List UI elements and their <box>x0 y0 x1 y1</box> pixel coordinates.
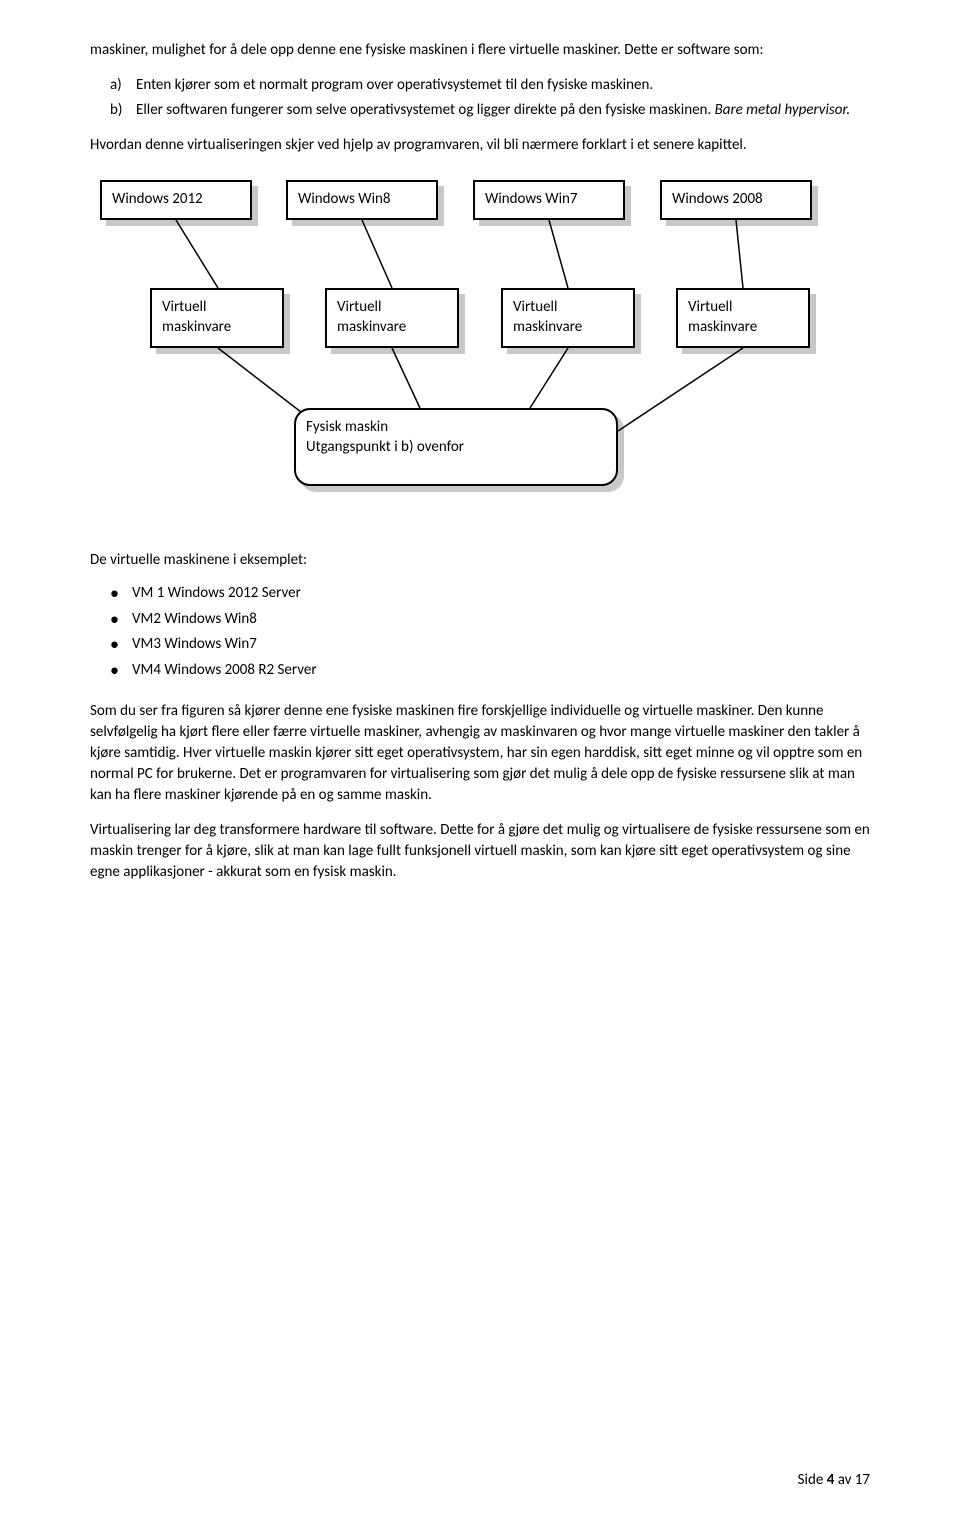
footer-total: av 17 <box>834 1471 870 1489</box>
list-text: VM 1 Windows 2012 Server <box>132 583 870 605</box>
page-footer: Side 4 av 17 <box>798 1470 870 1491</box>
list-text: Enten kjører som et normalt program over… <box>136 75 870 96</box>
list-item: •VM3 Windows Win7 <box>110 634 870 656</box>
diagram: Windows 2012 Windows Win8 Windows Win7 Wind… <box>98 180 862 520</box>
list-item-a: a) Enten kjører som et normalt program o… <box>110 75 870 96</box>
list-text: Eller softwaren fungerer som selve opera… <box>136 100 870 121</box>
diagram-node: Windows 2012 <box>100 180 252 220</box>
diagram-node: Windows Win8 <box>286 180 438 220</box>
section-title: De virtuelle maskinene i eksemplet: <box>90 550 870 571</box>
list-text: VM4 Windows 2008 R2 Server <box>132 660 870 682</box>
paragraph: Virtualisering lar deg transformere hard… <box>90 820 870 883</box>
bullet-icon: • <box>110 583 132 605</box>
bullet-icon: • <box>110 634 132 656</box>
diagram-node: Virtuellmaskinvare <box>501 288 635 348</box>
paragraph: Hvordan denne virtualiseringen skjer ved… <box>90 135 870 156</box>
list-item: •VM 1 Windows 2012 Server <box>110 583 870 605</box>
footer-label: Side <box>798 1471 827 1489</box>
diagram-node: Windows 2008 <box>660 180 812 220</box>
bullet-icon: • <box>110 609 132 631</box>
diagram-node: Virtuellmaskinvare <box>325 288 459 348</box>
list-item: •VM2 Windows Win8 <box>110 609 870 631</box>
list-marker: a) <box>110 75 136 96</box>
list-item-b: b) Eller softwaren fungerer som selve op… <box>110 100 870 121</box>
text: Eller softwaren fungerer som selve opera… <box>136 101 715 119</box>
bullet-icon: • <box>110 660 132 682</box>
paragraph: maskiner, mulighet for å dele opp denne … <box>90 40 870 61</box>
list-marker: b) <box>110 100 136 121</box>
diagram-node: Virtuellmaskinvare <box>150 288 284 348</box>
bullet-list: •VM 1 Windows 2012 Server•VM2 Windows Wi… <box>90 583 870 681</box>
list-text: VM2 Windows Win8 <box>132 609 870 631</box>
diagram-node: Fysisk maskinUtgangspunkt i b) ovenfor <box>294 408 618 486</box>
diagram-node: Windows Win7 <box>473 180 625 220</box>
text-italic: Bare metal hypervisor. <box>715 101 851 119</box>
list-item: •VM4 Windows 2008 R2 Server <box>110 660 870 682</box>
diagram-node: Virtuellmaskinvare <box>676 288 810 348</box>
list-text: VM3 Windows Win7 <box>132 634 870 656</box>
paragraph: Som du ser fra figuren så kjører denne e… <box>90 701 870 806</box>
